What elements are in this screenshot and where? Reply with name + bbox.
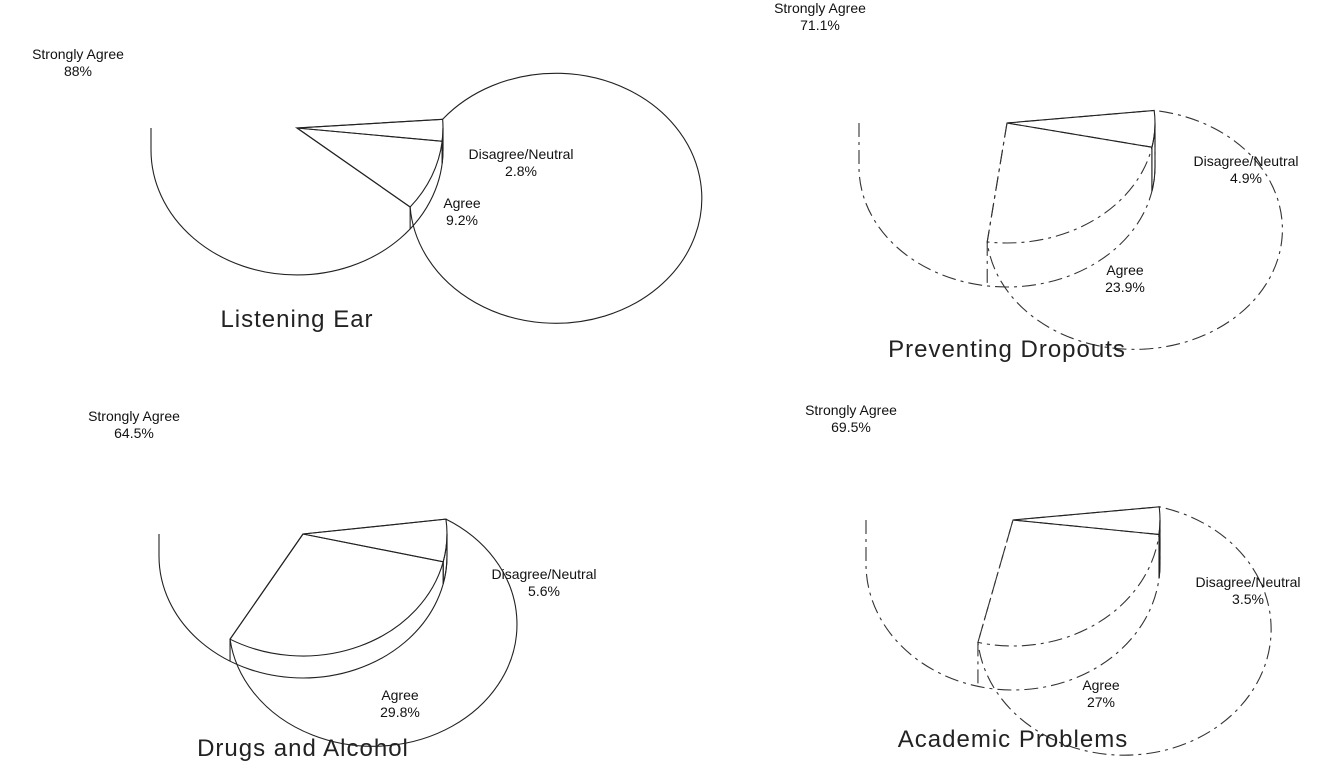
slice-strongly-agree — [986, 109, 1283, 350]
slice-agree — [229, 533, 444, 657]
slice-disagree-neutral — [302, 518, 448, 563]
slice-agree — [986, 122, 1153, 244]
slice-value-label: 9.2% — [446, 212, 478, 228]
slice-label: Disagree/Neutral — [1193, 153, 1298, 169]
slice-value-label: 4.9% — [1230, 170, 1262, 186]
slice-label: Agree — [381, 687, 419, 703]
slice-disagree-neutral-side — [441, 127, 444, 164]
slice-value-label: 27% — [1087, 694, 1115, 710]
slice-agree — [294, 127, 443, 208]
slice-value-label: 64.5% — [114, 425, 154, 441]
slice-value-label: 71.1% — [800, 17, 840, 33]
pie-side-wall — [150, 128, 444, 276]
chart-title: Drugs and Alcohol — [197, 735, 409, 762]
chart-title: Preventing Dropouts — [888, 336, 1126, 363]
slice-label: Agree — [443, 195, 481, 211]
slice-label: Strongly Agree — [32, 46, 124, 62]
slice-label: Agree — [1106, 262, 1144, 278]
slice-value-label: 29.8% — [380, 704, 420, 720]
slice-value-label: 88% — [64, 63, 92, 79]
slice-label: Disagree/Neutral — [491, 566, 596, 582]
slice-label: Agree — [1082, 677, 1120, 693]
chart-title: Listening Ear — [220, 306, 373, 333]
slice-label: Disagree/Neutral — [468, 146, 573, 162]
pie-side-wall — [865, 520, 1161, 691]
slice-value-label: 23.9% — [1105, 279, 1145, 295]
slice-label: Strongly Agree — [88, 408, 180, 424]
slice-strongly-agree — [977, 506, 1272, 756]
slice-value-label: 2.8% — [505, 163, 537, 179]
slice-disagree-neutral — [1006, 109, 1156, 148]
slice-agree — [977, 519, 1160, 647]
slice-strongly-agree — [229, 518, 518, 747]
slice-value-label: 69.5% — [831, 419, 871, 435]
slice-disagree-neutral — [1012, 506, 1161, 536]
slice-label: Disagree/Neutral — [1195, 574, 1300, 590]
slice-strongly-agree — [295, 72, 703, 324]
slice-value-label: 5.6% — [528, 583, 560, 599]
slice-label: Strongly Agree — [805, 402, 897, 418]
slice-value-label: 3.5% — [1232, 591, 1264, 607]
pie-side-wall — [158, 534, 448, 679]
chart-title: Academic Problems — [898, 726, 1128, 753]
slice-disagree-neutral-side — [442, 533, 448, 584]
slice-disagree-neutral — [296, 118, 444, 142]
slice-label: Strongly Agree — [774, 0, 866, 16]
pie-side-wall — [858, 123, 1156, 288]
